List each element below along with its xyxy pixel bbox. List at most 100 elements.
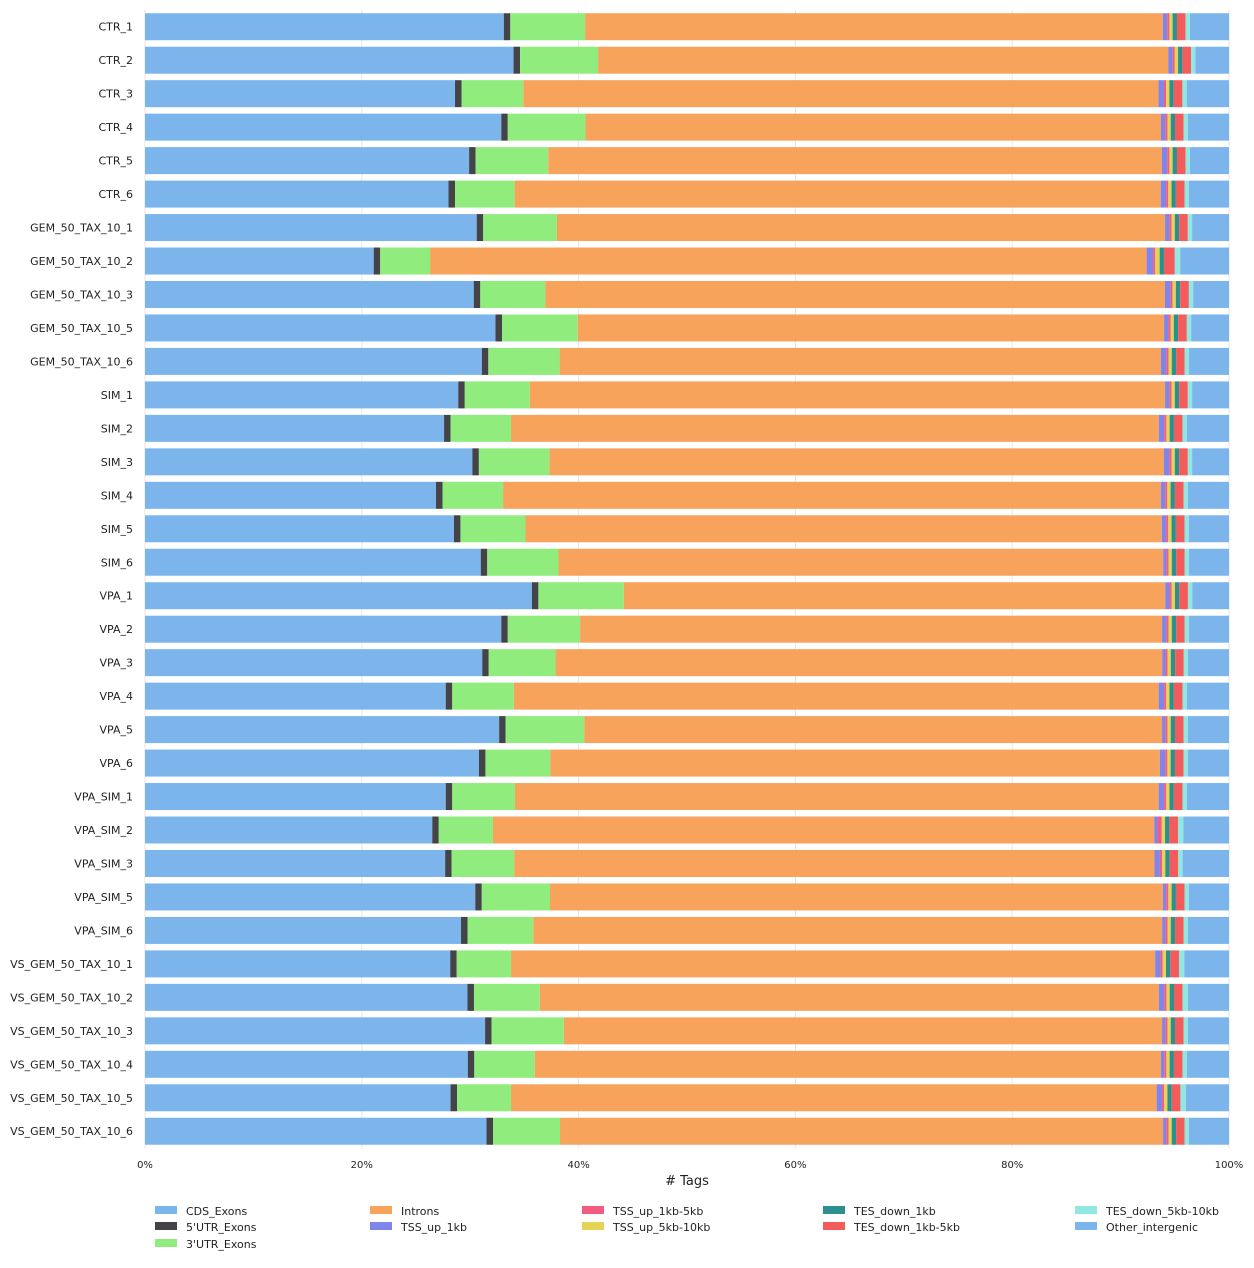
bar-segment bbox=[1183, 113, 1188, 141]
bar-segment bbox=[485, 1017, 492, 1045]
bar-segment bbox=[1171, 582, 1175, 610]
bar-segment bbox=[1186, 682, 1229, 710]
bar-segment bbox=[488, 649, 556, 677]
bar-segment bbox=[373, 247, 381, 275]
bar-row bbox=[145, 548, 1229, 576]
bar-segment bbox=[458, 381, 465, 409]
category-label: VPA_SIM_1 bbox=[74, 791, 133, 804]
bar-segment bbox=[1162, 950, 1167, 978]
legend-item: TES_down_1kb bbox=[823, 1205, 936, 1218]
bar-segment bbox=[1174, 381, 1180, 409]
category-label: CTR_4 bbox=[98, 121, 133, 134]
bar-segment bbox=[1173, 983, 1183, 1011]
bar-segment bbox=[1188, 280, 1194, 308]
bar-segment bbox=[1187, 448, 1193, 476]
bar-segment bbox=[478, 448, 550, 476]
category-label: VPA_2 bbox=[100, 623, 133, 636]
bar-segment bbox=[1170, 314, 1174, 342]
bar-segment bbox=[1192, 381, 1229, 409]
bar-segment bbox=[475, 883, 482, 911]
bar-segment bbox=[1171, 347, 1177, 375]
legend-swatch bbox=[370, 1206, 392, 1214]
bar-segment bbox=[145, 13, 504, 41]
bar-segment bbox=[1169, 816, 1179, 844]
bar-segment bbox=[1169, 682, 1174, 710]
bar-segment bbox=[1178, 816, 1184, 844]
bar-row bbox=[145, 414, 1229, 442]
bar-segment bbox=[145, 983, 468, 1011]
bar-row bbox=[145, 13, 1229, 41]
legend-item: CDS_Exons bbox=[155, 1205, 247, 1218]
bar-segment bbox=[1154, 849, 1160, 877]
bar-segment bbox=[1162, 649, 1166, 677]
bar-segment bbox=[1162, 615, 1167, 643]
bar-segment bbox=[1187, 1017, 1229, 1045]
legend-item: TSS_up_1kb-5kb bbox=[582, 1205, 703, 1218]
bar-segment bbox=[555, 649, 1163, 677]
bar-segment bbox=[1175, 1017, 1184, 1045]
bar-segment bbox=[1165, 113, 1168, 141]
bar-segment bbox=[1166, 1117, 1169, 1145]
bar-segment bbox=[1159, 247, 1164, 275]
bar-segment bbox=[1166, 414, 1170, 442]
bar-segment bbox=[145, 180, 449, 208]
bar-segment bbox=[1160, 1050, 1165, 1078]
legend-swatch bbox=[1075, 1222, 1097, 1230]
bar-segment bbox=[1165, 916, 1168, 944]
bar-segment bbox=[1188, 983, 1229, 1011]
bar-segment bbox=[1175, 649, 1184, 677]
bar-segment bbox=[1183, 816, 1229, 844]
bar-segment bbox=[1168, 1117, 1172, 1145]
bar-segment bbox=[1170, 1017, 1176, 1045]
bar-segment bbox=[501, 615, 508, 643]
bar-segment bbox=[1168, 180, 1172, 208]
bar-segment bbox=[1178, 849, 1183, 877]
bar-segment bbox=[1179, 214, 1188, 242]
bar-segment bbox=[452, 682, 514, 710]
bar-segment bbox=[1184, 180, 1189, 208]
bar-segment bbox=[1161, 515, 1167, 543]
bar-segment bbox=[511, 950, 1156, 978]
bar-segment bbox=[487, 548, 559, 576]
bar-segment bbox=[1189, 147, 1229, 175]
x-tick-label: 20% bbox=[351, 1160, 373, 1171]
bar-row bbox=[145, 682, 1229, 710]
bar-row bbox=[145, 1117, 1229, 1145]
bar-segment bbox=[455, 80, 462, 108]
bar-segment bbox=[472, 448, 479, 476]
bar-segment bbox=[1146, 247, 1154, 275]
bar-segment bbox=[1180, 247, 1229, 275]
bar-segment bbox=[145, 1050, 468, 1078]
bar-segment bbox=[145, 749, 479, 777]
bar-segment bbox=[474, 1050, 535, 1078]
bar-row bbox=[145, 916, 1229, 944]
legend-item: Other_intergenic bbox=[1075, 1221, 1198, 1234]
category-label: VS_GEM_50_TAX_10_2 bbox=[10, 991, 133, 1004]
bar-segment bbox=[1175, 515, 1185, 543]
bar-segment bbox=[476, 214, 484, 242]
bar-segment bbox=[550, 883, 1163, 911]
bar-segment bbox=[1184, 347, 1190, 375]
bar-segment bbox=[1165, 1017, 1168, 1045]
legend-item: 5'UTR_Exons bbox=[155, 1221, 257, 1234]
bar-segment bbox=[445, 783, 453, 811]
category-label: VPA_SIM_3 bbox=[74, 857, 133, 870]
bar-segment bbox=[1160, 180, 1167, 208]
bar-segment bbox=[1167, 749, 1171, 777]
bar-row bbox=[145, 113, 1229, 141]
bar-segment bbox=[145, 649, 483, 677]
bar-segment bbox=[1189, 347, 1229, 375]
bar-segment bbox=[491, 1017, 564, 1045]
bar-segment bbox=[451, 849, 515, 877]
bar-segment bbox=[1167, 113, 1171, 141]
bar-segment bbox=[1167, 481, 1171, 509]
category-label: SIM_1 bbox=[101, 389, 133, 402]
bar-segment bbox=[145, 381, 459, 409]
x-tick-label: 40% bbox=[567, 1160, 589, 1171]
bar-segment bbox=[1183, 1017, 1188, 1045]
bar-segment bbox=[444, 414, 451, 442]
legend-label: TES_down_5kb-10kb bbox=[1105, 1205, 1219, 1218]
category-label: VPA_3 bbox=[100, 657, 133, 670]
bar-segment bbox=[1176, 548, 1185, 576]
bar-segment bbox=[492, 816, 1155, 844]
